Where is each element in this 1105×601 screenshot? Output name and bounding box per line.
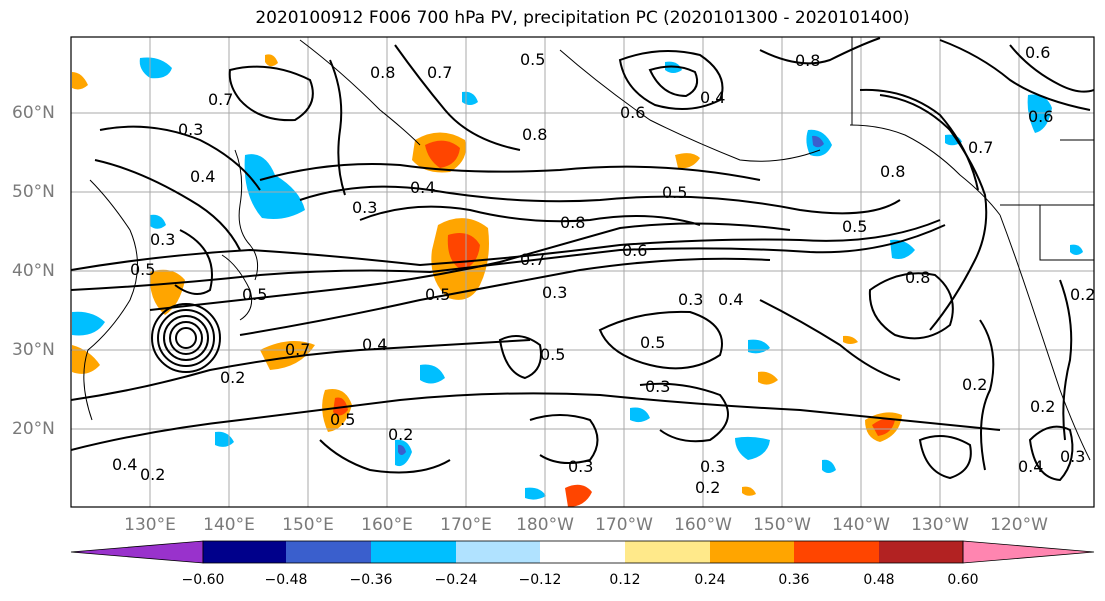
contour-label: 0.3	[700, 457, 725, 476]
colorbar-segment	[962, 540, 1095, 564]
colorbar-segment	[286, 541, 371, 563]
latitude-label: 20°N	[12, 419, 55, 439]
contour-label: 0.2	[140, 465, 165, 484]
contour-label: 0.3	[150, 230, 175, 249]
colorbar-segment	[70, 540, 204, 564]
contour-label: 0.3	[568, 457, 593, 476]
longitude-label: 170°E	[440, 515, 492, 535]
contour-label: 0.3	[645, 377, 670, 396]
contour-label: 0.8	[370, 63, 395, 82]
contour-label: 0.7	[520, 250, 545, 269]
precip-fill-positive	[72, 54, 902, 507]
precip-fill-negative	[72, 57, 1083, 500]
typhoon-contours	[151, 303, 221, 373]
longitude-label: 130°E	[124, 515, 176, 535]
pv-contours	[71, 37, 1094, 482]
colorbar-segment	[879, 541, 963, 563]
contour-label: 0.6	[620, 103, 645, 122]
contour-label: 0.3	[542, 283, 567, 302]
latitude-label: 60°N	[12, 103, 55, 123]
contour-label: 0.4	[700, 88, 725, 107]
contour-label: 0.7	[285, 340, 310, 359]
colorbar-segment	[456, 541, 540, 563]
longitude-label: 160°E	[361, 515, 413, 535]
colorbar-tick-label: −0.24	[434, 572, 478, 588]
contour-label: 0.4	[112, 455, 137, 474]
colorbar-tick-label: −0.12	[518, 572, 562, 588]
longitude-label: 160°W	[674, 515, 732, 535]
contour-label: 0.5	[242, 285, 267, 304]
contour-label: 0.6	[622, 241, 647, 260]
contour-label: 0.5	[520, 50, 545, 69]
coastlines	[83, 37, 1094, 461]
contour-label: 0.2	[1030, 397, 1055, 416]
contour-label: 0.8	[560, 213, 585, 232]
contour-label: 0.2	[695, 478, 720, 497]
contour-label: 0.4	[190, 167, 215, 186]
longitude-label: 170°W	[595, 515, 653, 535]
contour-label: 0.5	[640, 333, 665, 352]
contour-label: 0.8	[795, 51, 820, 70]
colorbar-segment	[203, 541, 286, 563]
contour-label: 0.2	[220, 368, 245, 387]
colorbar-segment	[794, 541, 879, 563]
colorbar-tick-label: 0.48	[863, 572, 895, 588]
longitude-label: 150°W	[753, 515, 811, 535]
contour-label: 0.2	[1070, 285, 1095, 304]
longitude-label: 140°E	[203, 515, 255, 535]
contour-label: 0.2	[388, 425, 413, 444]
latitude-label: 50°N	[12, 182, 55, 202]
contour-label: 0.5	[330, 410, 355, 429]
longitude-label: 120°W	[990, 515, 1048, 535]
contour-label: 0.5	[130, 260, 155, 279]
colorbar-tick-label: 0.60	[947, 572, 979, 588]
longitude-label: 180°W	[516, 515, 574, 535]
colorbar-tick-label: −0.36	[349, 572, 393, 588]
colorbar-tick-label: 0.24	[694, 572, 726, 588]
contour-label: 0.8	[880, 162, 905, 181]
contour-label: 0.3	[352, 198, 377, 217]
contour-labels: 0.7 0.3 0.4 0.3 0.4 0.8 0.5 0.6 0.7 0.3 …	[112, 43, 1095, 497]
map-title: 2020100912 F006 700 hPa PV, precipitatio…	[255, 8, 910, 28]
colorbar-tick-label: 0.12	[609, 572, 641, 588]
contour-label: 0.4	[1018, 457, 1043, 476]
colorbar-segment	[540, 541, 625, 563]
longitude-label: 150°E	[282, 515, 334, 535]
contour-label: 0.6	[1025, 43, 1050, 62]
contour-label: 0.4	[718, 290, 743, 309]
colorbar-tick-label: −0.48	[264, 572, 308, 588]
longitude-label: 140°W	[832, 515, 890, 535]
latitude-label: 40°N	[12, 261, 55, 281]
contour-label: 0.5	[540, 345, 565, 364]
longitude-label: 130°W	[911, 515, 969, 535]
contour-label: 0.7	[968, 138, 993, 157]
contour-label: 0.5	[842, 217, 867, 236]
contour-label: 0.6	[1028, 107, 1053, 126]
contour-label: 0.7	[208, 90, 233, 109]
contour-label: 0.3	[178, 120, 203, 139]
contour-label: 0.5	[425, 285, 450, 304]
contour-label: 0.3	[678, 290, 703, 309]
map-frame	[70, 36, 1095, 508]
contour-label: 0.7	[427, 63, 452, 82]
colorbar	[70, 540, 1095, 564]
contour-label: 0.4	[362, 335, 387, 354]
latitude-label: 30°N	[12, 340, 55, 360]
colorbar-segment	[710, 541, 794, 563]
colorbar-tick-label: 0.36	[778, 572, 810, 588]
colorbar-segment	[371, 541, 456, 563]
contour-label: 0.4	[410, 178, 435, 197]
contour-label: 0.2	[962, 375, 987, 394]
colorbar-tick-label: −0.60	[181, 572, 225, 588]
colorbar-segment	[625, 541, 710, 563]
contour-label: 0.8	[522, 125, 547, 144]
contour-label: 0.3	[1060, 447, 1085, 466]
contour-label: 0.5	[662, 183, 687, 202]
contour-label: 0.8	[905, 268, 930, 287]
